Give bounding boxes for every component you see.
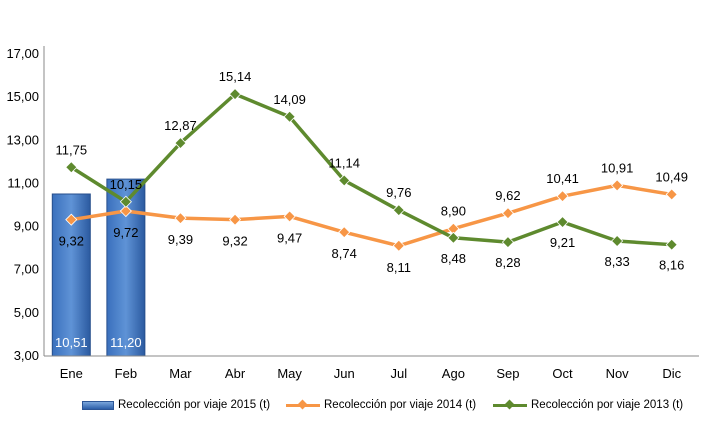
data-label-2014: 8,74 [332,246,357,261]
x-tick-label: Feb [115,366,137,381]
data-label-2013: 12,87 [164,118,197,133]
marker-2013 [665,238,678,251]
marker-2014 [501,207,515,220]
legend-swatch-2015 [82,400,114,410]
x-tick-label: Jul [390,366,407,381]
data-label-2013: 11,75 [56,142,88,157]
data-label-2013: 8,28 [495,255,520,270]
x-tick-label: Nov [606,366,630,381]
x-tick-label: Jun [334,366,355,381]
data-label-2013: 10,15 [110,177,143,192]
marker-2013 [447,231,460,244]
y-tick-label: 17,00 [6,46,39,61]
data-label-2013: 9,76 [386,185,411,200]
marker-2014 [556,190,569,203]
combo-chart: 3,00 5,00 7,00 9,00 11,00 13,00 15,00 17,00 Ene F… [6,46,699,381]
marker-2013 [501,236,515,249]
marker-2014 [65,213,78,226]
marker-2013 [611,234,624,248]
data-label-2013: 14,09 [273,92,306,107]
marker-2013 [283,110,296,123]
data-label-2014: 9,47 [277,230,302,245]
y-tick-label: 7,00 [14,262,39,277]
data-label-2015: 10,51 [55,335,88,350]
marker-2014 [392,239,405,252]
marker-2013 [119,195,132,208]
y-tick-label: 3,00 [14,348,39,363]
data-label-2014: 9,72 [113,225,138,240]
data-label-2013: 8,48 [441,251,466,266]
marker-2014 [283,210,296,223]
data-label-2015: 11,20 [110,335,142,350]
x-tick-label: Sep [496,366,519,381]
data-label-2014: 9,32 [222,234,247,249]
x-tick-label: Oct [552,366,573,381]
marker-2014 [174,212,187,225]
data-label-2014: 8,90 [441,204,466,219]
data-label-2013: 11,14 [328,155,360,170]
y-tick-label: 15,00 [6,89,39,104]
legend-label-2014: Recolección por viaje 2014 (t) [324,399,477,411]
marker-2013 [392,204,405,217]
y-tick-label: 9,00 [14,219,39,234]
chart-legend: Recolección por viaje 2015 (t) Recolecci… [0,392,713,418]
marker-2013 [228,88,242,101]
marker-2014 [228,213,242,226]
data-label-2013: 15,14 [219,69,252,84]
legend-item-2015: Recolección por viaje 2015 (t) [82,392,270,418]
data-label-2014: 8,11 [387,260,411,275]
line-2014 [69,183,674,248]
line-2013 [69,92,674,247]
x-tick-label: Mar [169,366,192,381]
y-tick-label: 13,00 [6,132,39,147]
data-label-2014: 9,62 [495,188,520,203]
y-tick-label: 5,00 [14,305,39,320]
marker-2013 [174,137,187,150]
legend-label-2013: Recolección por viaje 2013 (t) [531,399,684,411]
legend-swatch-2013 [493,399,527,411]
x-tick-label: Ago [442,366,465,381]
marker-2013 [65,161,78,174]
x-tick-label: Ene [60,366,83,381]
x-tick-label: May [277,366,302,381]
legend-swatch-2014 [286,399,320,411]
data-label-2014: 10,41 [546,171,579,186]
data-label-2013: 8,33 [604,254,629,269]
y-tick-label: 11,00 [7,175,39,190]
legend-label-2015: Recolección por viaje 2015 (t) [118,399,271,411]
marker-2014 [338,226,351,239]
data-label-2014: 10,49 [655,169,688,184]
marker-2013 [338,174,351,187]
data-label-2013: 9,21 [550,235,575,250]
marker-2013 [556,215,569,229]
marker-2014 [611,179,624,192]
legend-item-2014: Recolección por viaje 2014 (t) [286,392,476,418]
data-label-2014: 9,39 [168,232,193,247]
data-label-2013: 8,16 [659,258,684,273]
marker-2014 [119,204,132,218]
marker-2014 [665,188,678,201]
data-label-2014: 10,91 [601,160,634,175]
data-label-2014: 9,32 [59,234,84,249]
x-tick-label: Abr [225,366,246,381]
legend-item-2013: Recolección por viaje 2013 (t) [493,392,683,418]
x-tick-label: Dic [662,366,681,381]
